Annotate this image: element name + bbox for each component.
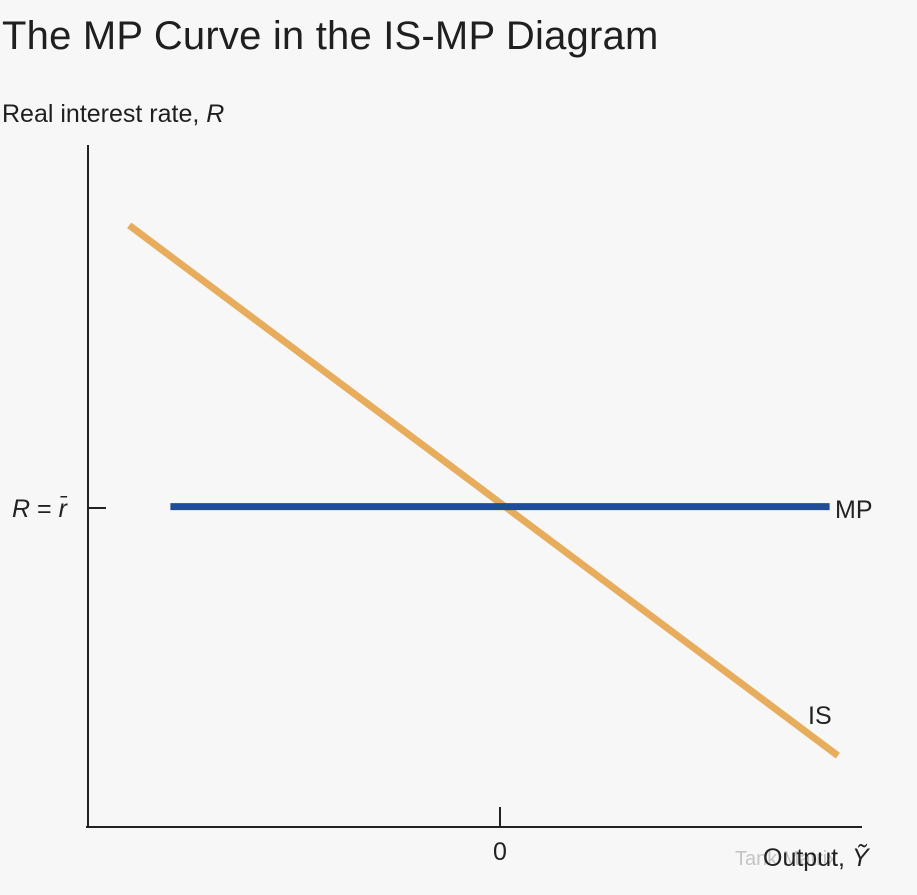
y-tick-label-right: r̄ [59, 495, 69, 523]
y-tick-label-left: R [12, 495, 30, 523]
x-tick-label: 0 [493, 838, 507, 866]
y-axis-label-text: Real interest rate, [2, 100, 207, 128]
x-axis-label: Output, Ỹ [763, 843, 871, 872]
x-axis-label-symbol: Ỹ [852, 843, 871, 872]
is-curve-label: IS [808, 702, 832, 730]
y-axis-label-symbol: R [206, 100, 225, 128]
y-tick-label: R = r̄ [12, 495, 69, 523]
is-curve [127, 222, 840, 759]
mp-curve-label: MP [835, 496, 873, 524]
y-tick-label-eq: = [30, 495, 59, 523]
watermark: Tank Matrix [735, 848, 837, 870]
x-axis-label-text: Output, [763, 844, 852, 872]
chart-title: The MP Curve in the IS-MP Diagram [2, 14, 659, 58]
y-axis-label: Real interest rate, R [2, 100, 224, 129]
